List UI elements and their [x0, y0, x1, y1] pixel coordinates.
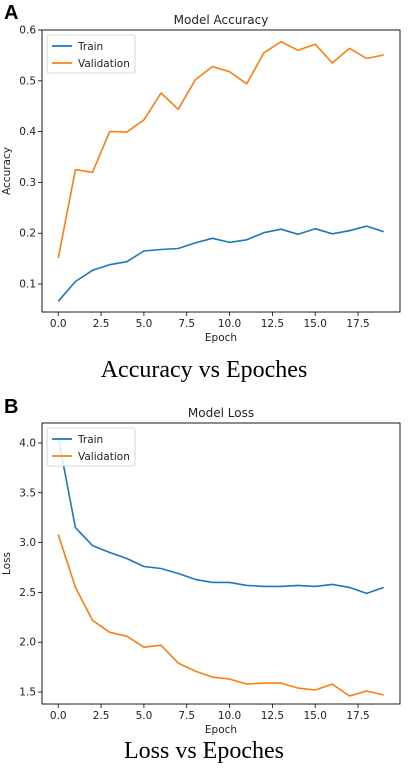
series-line-validation [57, 534, 384, 697]
x-tick-label: 7.5 [178, 710, 195, 722]
x-tick-label: 12.5 [261, 318, 284, 330]
x-tick-label: 2.5 [93, 318, 110, 330]
x-tick-label: 5.0 [136, 710, 153, 722]
legend-label-validation: Validation [78, 451, 130, 463]
chart-title: Model Loss [188, 406, 254, 420]
series-line-train [57, 437, 384, 595]
series-line-validation [57, 40, 384, 259]
y-tick-label: 3.0 [19, 537, 36, 549]
y-tick-label: 0.6 [19, 25, 36, 37]
x-axis-label: Epoch [205, 724, 237, 736]
y-tick-label: 3.5 [19, 487, 36, 499]
caption-accuracy: Accuracy vs Epoches [100, 357, 308, 383]
y-tick-label: 2.0 [19, 637, 36, 649]
chart-title: Model Accuracy [174, 13, 269, 27]
x-tick-label: 10.0 [218, 318, 241, 330]
y-axis-label: Accuracy [1, 147, 13, 195]
x-tick-label: 12.5 [261, 710, 284, 722]
y-tick-label: 2.5 [19, 587, 36, 599]
x-axis-label: Epoch [205, 332, 237, 344]
x-tick-label: 17.5 [346, 710, 369, 722]
x-tick-label: 15.0 [304, 710, 327, 722]
plot-frame [41, 422, 401, 705]
y-tick-label: 0.4 [19, 126, 36, 138]
y-tick-label: 0.1 [19, 279, 36, 291]
caption-loss: Loss vs Epoches [124, 738, 284, 764]
x-tick-label: 0.0 [50, 710, 67, 722]
x-tick-label: 17.5 [346, 318, 369, 330]
legend: Train Validation [46, 427, 136, 467]
x-tick-label: 0.0 [50, 318, 67, 330]
x-tick-label: 7.5 [178, 318, 195, 330]
y-tick-label: 0.2 [19, 228, 36, 240]
y-tick-label: 0.5 [19, 75, 36, 87]
legend-label-train: Train [77, 41, 103, 53]
series-line-train [57, 225, 384, 302]
x-tick-label: 5.0 [136, 318, 153, 330]
x-tick-label: 2.5 [93, 710, 110, 722]
loss-chart: Model Loss 0.0 2.5 5.0 7.5 10.0 12.5 15.0 17.5 1.… [1, 406, 401, 736]
y-axis-label: Loss [1, 552, 13, 575]
y-tick-label: 0.3 [19, 177, 36, 189]
panel-letter-b: B [4, 396, 19, 418]
panel-letter-a: A [4, 2, 19, 24]
y-tick-label: 4.0 [19, 437, 36, 449]
legend-label-validation: Validation [78, 58, 130, 70]
accuracy-chart: Model Accuracy 0.0 2.5 5.0 7.5 10.0 12.5 15.0 17… [1, 13, 401, 344]
legend: Train Validation [46, 34, 136, 74]
legend-label-train: Train [77, 434, 103, 446]
x-tick-label: 15.0 [304, 318, 327, 330]
plot-frame [41, 29, 401, 313]
y-tick-label: 1.5 [19, 687, 36, 699]
x-tick-label: 10.0 [218, 710, 241, 722]
